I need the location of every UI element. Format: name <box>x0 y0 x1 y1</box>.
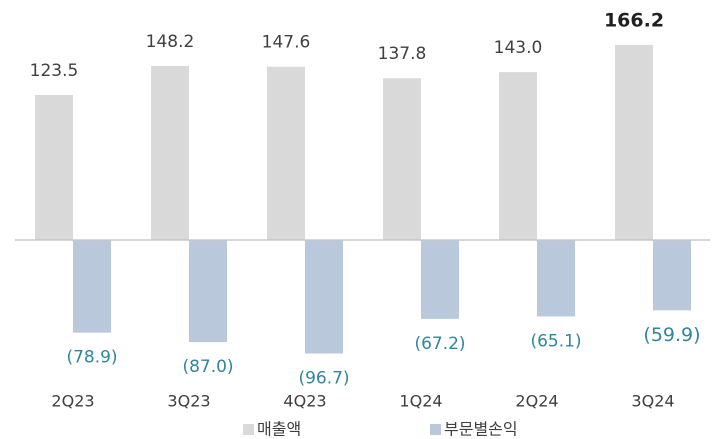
x-tick-label: 3Q23 <box>167 392 210 411</box>
x-tick-label: 4Q23 <box>283 392 326 411</box>
bar <box>189 240 227 343</box>
data-label: (96.7) <box>298 369 349 389</box>
data-label: (78.9) <box>66 348 117 368</box>
x-tick-label: 2Q23 <box>51 392 94 411</box>
bar <box>499 72 537 240</box>
legend-label: 매출액 <box>257 420 301 439</box>
x-tick-label: 3Q24 <box>631 392 674 411</box>
data-label: 148.2 <box>146 32 195 52</box>
data-label: (59.9) <box>643 324 700 346</box>
legend-label: 부문별손익 <box>444 420 518 439</box>
bar <box>537 240 575 317</box>
bar <box>151 66 189 240</box>
bar <box>383 78 421 240</box>
legend-swatch <box>243 424 254 435</box>
x-tick-label: 2Q24 <box>515 392 558 411</box>
data-label: 166.2 <box>604 9 664 31</box>
data-label: 147.6 <box>262 33 311 53</box>
bar <box>267 66 305 241</box>
data-label: 143.0 <box>494 38 543 58</box>
data-label: (67.2) <box>414 334 465 354</box>
data-label: (87.0) <box>182 357 233 377</box>
bar <box>615 44 653 241</box>
x-tick-label: 1Q24 <box>399 392 442 411</box>
bar <box>653 240 691 311</box>
data-label: 123.5 <box>30 61 79 81</box>
data-label: (65.1) <box>530 331 581 351</box>
bar <box>73 240 111 333</box>
legend-swatch <box>430 424 441 435</box>
bar <box>35 95 73 240</box>
bar <box>305 240 343 354</box>
data-label: 137.8 <box>378 44 427 64</box>
bar <box>421 240 459 319</box>
